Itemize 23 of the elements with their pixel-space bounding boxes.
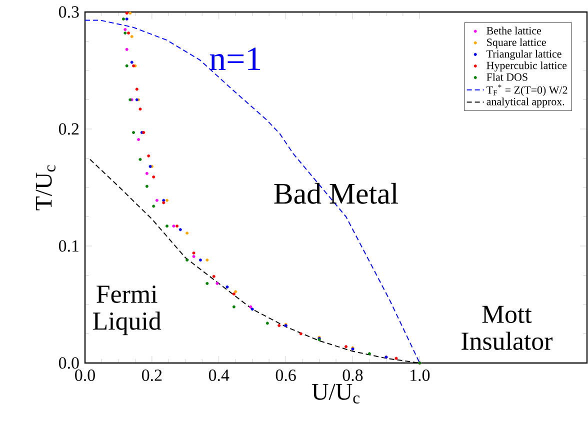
legend-label: Bethe lattice	[486, 26, 542, 34]
legend-label: analytical approx.	[486, 98, 564, 108]
x-tick-label: 0.0	[75, 370, 95, 382]
legend-label: Flat DOS	[486, 73, 528, 81]
legend-label: Triangular lattice	[486, 50, 562, 60]
y-tick-label: 0.3	[58, 6, 79, 18]
annotation: n=1	[210, 48, 260, 70]
y-tick-label: 0.0	[58, 357, 79, 369]
legend-label: T$_{F}$$^{*}$ = Z(T=0) W/2	[486, 84, 568, 96]
legend-label: Square lattice	[487, 38, 546, 48]
annotation: Bad Metal	[274, 182, 398, 204]
annotation: Fermi Liquid	[93, 286, 162, 336]
x-tick-label: 0.2	[142, 370, 162, 382]
x-axis-title: U/U$_{c}$	[312, 384, 360, 404]
x-tick-label: 0.6	[276, 370, 296, 382]
x-tick-label: 0.8	[342, 370, 363, 382]
x-tick-label: 0.4	[208, 370, 230, 382]
y-tick-label: 0.2	[58, 123, 79, 135]
y-tick-label: 0.1	[58, 240, 78, 252]
legend-label: Hypercubic lattice	[486, 61, 567, 72]
annotation: Mott Insulator	[462, 306, 553, 350]
y-axis-title: T/U$_{c}$	[36, 165, 56, 210]
x-tick-label: 1.0	[410, 370, 430, 382]
